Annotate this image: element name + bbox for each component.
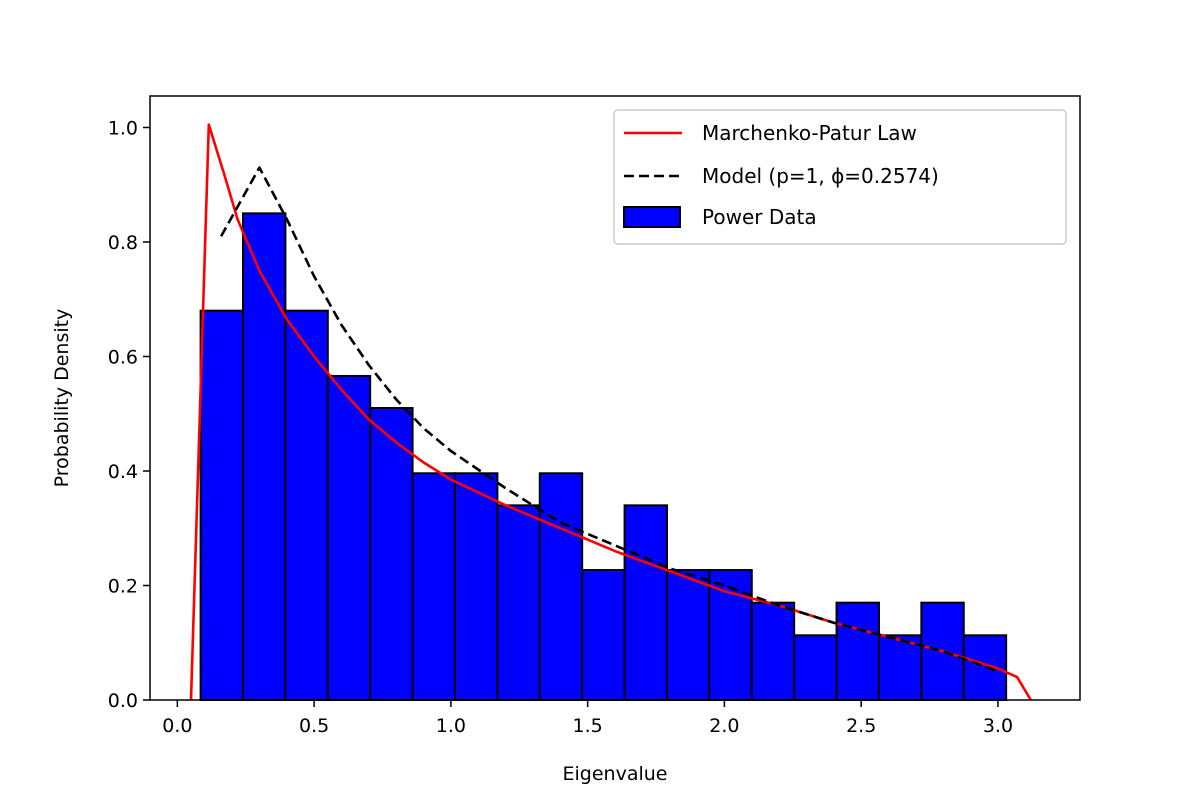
- histogram-bars: [199, 212, 1008, 701]
- histogram-bar: [877, 634, 923, 701]
- y-tick-label: 0.4: [108, 461, 138, 483]
- histogram-bar: [581, 569, 626, 701]
- histogram-bar: [665, 569, 711, 701]
- series-lines: [189, 123, 1032, 701]
- x-axis-ticks: 0.0 0.5 1.0 1.5 2.0 2.5 3.0: [162, 700, 1013, 737]
- x-axis-label: Eigenvalue: [563, 763, 668, 785]
- histogram-bar: [496, 504, 541, 701]
- histogram-bar: [199, 309, 244, 701]
- legend: Marchenko-Patur Law Model (p=1, ϕ=0.2574)…: [613, 109, 1067, 245]
- legend-label: Model (p=1, ϕ=0.2574): [702, 164, 939, 188]
- y-tick-label: 1.0: [108, 117, 138, 139]
- x-tick-label: 1.5: [573, 715, 603, 737]
- y-tick-label: 0.2: [108, 575, 138, 597]
- histogram-bar: [793, 634, 838, 701]
- x-tick-label: 0.0: [162, 715, 192, 737]
- histogram-bar: [835, 601, 880, 701]
- y-axis-ticks: 0.0 0.2 0.4 0.6 0.8 1.0: [108, 117, 150, 712]
- histogram-bar: [962, 634, 1008, 701]
- y-axis-label: Probability Density: [51, 309, 73, 488]
- y-tick-label: 0.6: [108, 346, 138, 368]
- x-tick-label: 1.0: [436, 715, 466, 737]
- histogram-bar: [538, 472, 584, 701]
- histogram-bar: [623, 504, 668, 701]
- model-line: [219, 166, 999, 673]
- x-tick-label: 3.0: [983, 715, 1013, 737]
- histogram-bar: [750, 601, 796, 701]
- marchenko-pastur-line: [189, 123, 1032, 701]
- x-tick-label: 0.5: [299, 715, 329, 737]
- histogram-bar: [708, 569, 753, 701]
- legend-box: [613, 109, 1067, 245]
- histogram-bar: [453, 472, 499, 701]
- histogram-bar: [284, 309, 329, 701]
- legend-label: Marchenko-Patur Law: [702, 121, 917, 145]
- y-tick-label: 0.8: [108, 232, 138, 254]
- plot-area-frame: [149, 95, 1081, 701]
- legend-bar-swatch: [623, 206, 681, 228]
- histogram-bar: [411, 472, 456, 701]
- legend-label: Power Data: [702, 205, 817, 229]
- y-tick-label: 0.0: [108, 690, 138, 712]
- histogram-bar: [369, 407, 414, 701]
- histogram-bar: [326, 374, 372, 701]
- x-tick-label: 2.5: [846, 715, 876, 737]
- x-tick-label: 2.0: [709, 715, 739, 737]
- histogram-bar: [242, 212, 287, 701]
